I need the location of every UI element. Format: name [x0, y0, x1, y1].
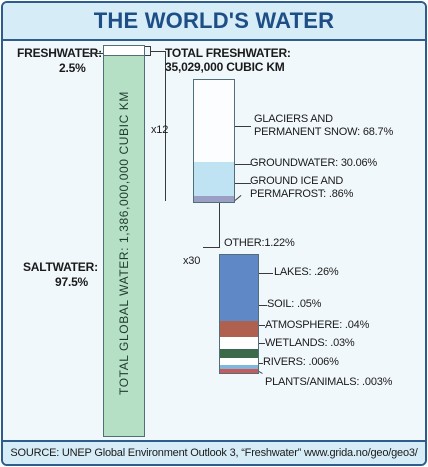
bracket-bottom — [145, 55, 151, 56]
groundwater-label: GROUNDWATER: 30.06% — [250, 157, 378, 169]
page-title: THE WORLD'S WATER — [93, 8, 335, 33]
other-breakdown-bar — [219, 254, 259, 374]
ground-ice-segment — [194, 196, 234, 202]
bracket-top — [145, 46, 151, 47]
saltwater-label: SALTWATER: — [23, 260, 98, 274]
connector-fresh-vertical — [165, 51, 166, 201]
soil-leader — [259, 305, 267, 306]
freshwater-leader-line — [89, 53, 103, 54]
connector-fresh-top — [151, 51, 165, 52]
other-connector-horizontal — [203, 247, 220, 248]
wetlands-gap — [220, 358, 258, 365]
plants-leader — [258, 371, 263, 374]
freshwater-segment — [104, 46, 144, 56]
other-multiplier: x30 — [183, 255, 201, 267]
fresh-multiplier: x12 — [151, 124, 169, 136]
other-connector-diag — [234, 194, 242, 201]
global-water-vertical-label: TOTAL GLOBAL WATER: 1,386,000,000 CUBIC … — [117, 91, 132, 395]
plants-label: PLANTS/ANIMALS: .003% — [265, 376, 393, 388]
title-bar: THE WORLD'S WATER — [3, 3, 425, 41]
lakes-leader — [259, 273, 273, 274]
groundwater-segment — [194, 162, 234, 196]
source-text: SOURCE: UNEP Global Environment Outlook … — [10, 447, 418, 459]
atmosphere-label: ATMOSPHERE: .04% — [265, 319, 370, 331]
atmosphere-segment — [220, 337, 258, 349]
wetlands-leader — [259, 343, 265, 344]
atmosphere-leader — [259, 325, 265, 326]
lakes-label: LAKES: .26% — [274, 266, 339, 278]
global-water-bar — [103, 45, 145, 437]
groundwater-leader — [235, 164, 251, 165]
glaciers-leader — [235, 126, 251, 127]
soil-segment — [220, 321, 258, 337]
global-water-vertical-label-wrap: TOTAL GLOBAL WATER: 1,386,000,000 CUBIC … — [103, 53, 145, 433]
freshwater-percent: 2.5% — [59, 61, 86, 75]
bracket-side — [150, 46, 151, 56]
other-connector-vertical — [219, 203, 220, 248]
soil-label: SOIL: .05% — [267, 298, 322, 310]
wetlands-label: WETLANDS: .03% — [265, 337, 355, 349]
wetlands-segment — [220, 349, 258, 358]
rivers-segment — [220, 365, 258, 369]
source-footer: SOURCE: UNEP Global Environment Outlook … — [3, 440, 425, 464]
glaciers-label: GLACIERS AND — [254, 113, 333, 125]
ground-ice-leader — [235, 183, 251, 184]
rivers-label: RIVERS: .006% — [263, 356, 339, 368]
freshwater-breakdown-bar — [193, 79, 235, 203]
total-freshwater-volume: 35,029,000 CUBIC KM — [165, 60, 285, 74]
ground-ice-label: GROUND ICE AND — [250, 175, 344, 187]
glaciers-percent: PERMANENT SNOW: 68.7% — [254, 126, 394, 138]
ground-ice-percent: PERMAFROST: .86% — [250, 188, 354, 200]
saltwater-percent: 97.5% — [55, 275, 89, 289]
freshwater-label: FRESHWATER: — [17, 46, 102, 60]
total-freshwater-title: TOTAL FRESHWATER: — [165, 46, 291, 60]
other-label: OTHER:1.22% — [224, 237, 295, 249]
plants-segment — [220, 369, 258, 373]
rivers-leader — [259, 363, 263, 364]
